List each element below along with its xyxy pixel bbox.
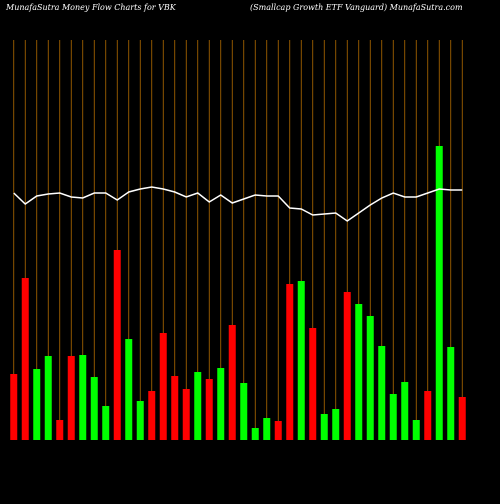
- bar: [228, 325, 236, 440]
- bar: [424, 391, 432, 440]
- bar: [79, 355, 87, 440]
- bar: [343, 292, 351, 440]
- bar: [113, 250, 121, 440]
- bar: [297, 281, 305, 440]
- bar: [389, 394, 397, 440]
- bar: [33, 369, 41, 440]
- price-line: [13, 186, 463, 222]
- bar: [159, 333, 167, 440]
- bar: [378, 346, 386, 440]
- bar: [148, 391, 156, 440]
- chart-title: MunafaSutra Money Flow Charts for VBK: [5, 3, 177, 12]
- bar: [447, 347, 455, 440]
- bar: [458, 397, 466, 440]
- bar: [320, 414, 328, 440]
- bar: [10, 374, 18, 440]
- bar: [67, 356, 75, 440]
- bar: [171, 376, 179, 440]
- bar: [21, 278, 29, 440]
- bar: [90, 377, 98, 440]
- bar: [194, 372, 202, 440]
- bar: [205, 379, 213, 440]
- bar: [56, 420, 64, 440]
- bar: [102, 406, 110, 440]
- bar: [274, 421, 282, 440]
- bar: [309, 328, 317, 440]
- bar: [366, 316, 374, 440]
- bar: [435, 146, 443, 440]
- bar: [263, 418, 271, 440]
- bar: [332, 409, 340, 440]
- chart-subtitle: (Smallcap Growth ETF Vanguard) MunafaSut…: [250, 3, 463, 12]
- bar: [125, 339, 133, 440]
- bar: [401, 382, 409, 440]
- bar: [412, 420, 420, 440]
- bar: [240, 383, 248, 440]
- bar: [217, 368, 225, 440]
- bar: [286, 284, 294, 440]
- bar: [251, 428, 259, 440]
- bar: [182, 389, 190, 440]
- bar: [355, 304, 363, 440]
- bar: [44, 356, 52, 440]
- bar: [136, 401, 144, 440]
